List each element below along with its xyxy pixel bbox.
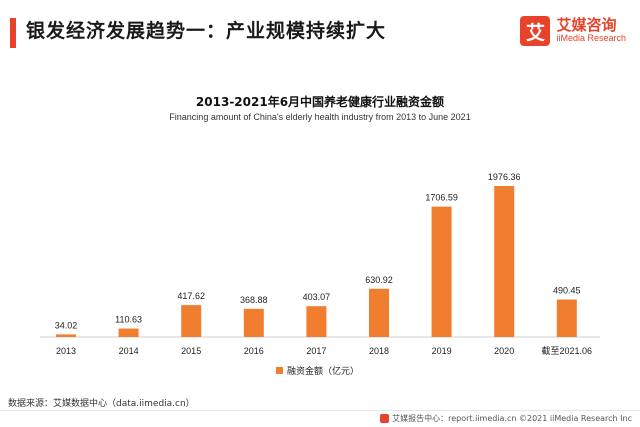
x-tick-label: 2020	[494, 346, 514, 356]
data-label: 403.07	[303, 292, 331, 302]
x-tick-label: 2015	[181, 346, 201, 356]
x-tick-label: 2019	[432, 346, 452, 356]
data-label: 417.62	[177, 291, 205, 301]
bar	[369, 288, 389, 337]
data-label: 368.88	[240, 295, 268, 305]
data-label: 34.02	[55, 320, 78, 330]
bar	[306, 306, 327, 337]
chart-title: 2013-2021年6月中国养老健康行业融资金额	[195, 95, 445, 109]
bar	[181, 305, 202, 337]
logo-mark-icon: 艾	[520, 16, 551, 46]
bar	[494, 186, 515, 337]
data-label: 490.45	[553, 286, 581, 296]
bar	[556, 299, 577, 337]
page-title: 银发经济发展趋势一：产业规模持续扩大	[26, 20, 387, 42]
title-accent-bar	[10, 18, 16, 48]
x-tick-label: 2017	[306, 346, 326, 356]
x-tick-label: 2018	[369, 346, 389, 356]
x-tick-label: 2014	[119, 346, 139, 356]
chart-subtitle: Financing amount of China's elderly heal…	[169, 112, 471, 122]
x-tick-label: 截至2021.06	[542, 345, 593, 356]
legend-label: 融资金额（亿元）	[287, 365, 359, 377]
data-label: 1706.59	[425, 193, 458, 203]
bar	[56, 334, 76, 337]
data-label: 1976.36	[488, 172, 521, 182]
brand-logo: 艾 艾媒咨询 iiMedia Research	[520, 14, 626, 48]
bar	[243, 308, 264, 337]
bar	[118, 328, 139, 337]
legend-swatch	[276, 367, 283, 374]
logo-name-cn: 艾媒咨询	[556, 16, 617, 35]
logo-name-en: iiMedia Research	[556, 33, 626, 44]
bar-chart: 34.02 2013 110.63 2014 417.62 2015 368.88 2016 4…	[40, 172, 600, 377]
data-label: 110.63	[115, 315, 142, 325]
footer-credit: 艾媒报告中心：report.iimedia.cn ©2021 iiMedia R…	[380, 413, 632, 424]
report-icon	[380, 414, 390, 423]
x-tick-label: 2013	[56, 346, 76, 356]
x-tick-label: 2016	[244, 346, 264, 356]
data-label: 630.92	[365, 275, 393, 285]
footer-text: 艾媒报告中心：report.iimedia.cn ©2021 iiMedia R…	[392, 414, 632, 423]
data-source: 数据来源：艾媒数据中心（data.iimedia.cn）	[8, 399, 195, 409]
bar	[431, 206, 452, 337]
footer-divider	[0, 410, 640, 411]
